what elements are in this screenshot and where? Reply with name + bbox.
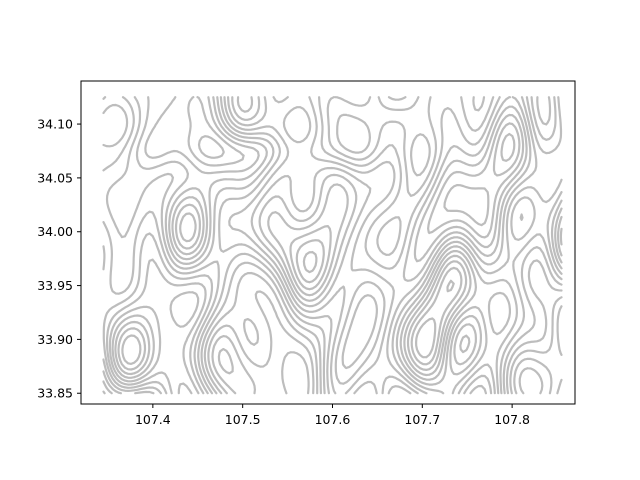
y-tick-label: 33.90	[37, 332, 73, 347]
y-tick-label: 34.05	[37, 170, 73, 185]
x-tick-label: 107.6	[315, 412, 351, 427]
x-tick-label: 107.4	[135, 412, 171, 427]
y-axis: 33.85 33.90 33.95 34.00 34.05 34.10	[37, 117, 81, 401]
y-tick-label: 33.85	[37, 386, 73, 401]
x-tick-label: 107.5	[225, 412, 261, 427]
y-tick-label: 34.00	[37, 224, 73, 239]
y-tick-label: 33.95	[37, 278, 73, 293]
y-tick-label: 34.10	[37, 117, 73, 132]
x-tick-label: 107.7	[404, 412, 440, 427]
x-axis: 107.4 107.5 107.6 107.7 107.8	[135, 404, 530, 427]
contour-lines	[104, 97, 562, 393]
x-tick-label: 107.8	[494, 412, 530, 427]
